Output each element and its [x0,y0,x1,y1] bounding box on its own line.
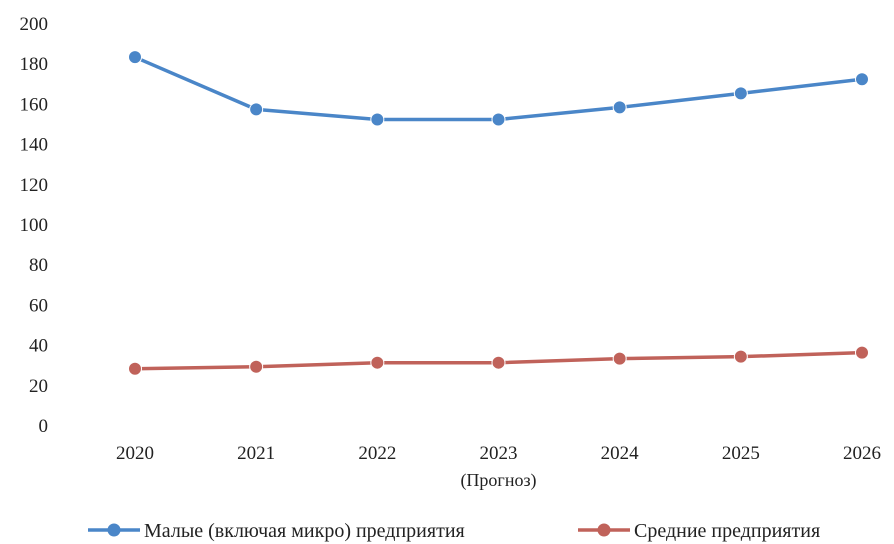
y-tick-label: 0 [39,416,49,437]
y-tick-label: 80 [29,255,48,276]
data-point [370,112,385,127]
x-tick-note: (Прогноз) [460,470,536,491]
y-tick-label: 100 [20,215,49,236]
x-tick-label: 2020 [116,443,154,464]
x-tick-label: 2021 [237,443,275,464]
data-point [612,351,627,366]
x-tick-label: 2023 [480,443,518,464]
x-tick-label: 2026 [843,443,881,464]
legend-marker [597,523,611,537]
data-point [612,100,627,115]
data-point [249,102,264,117]
y-tick-label: 120 [20,175,49,196]
y-tick-label: 20 [29,376,48,397]
data-point [733,86,748,101]
y-tick-label: 160 [20,94,49,115]
data-point [128,50,142,65]
data-point [249,359,264,374]
data-point [491,355,506,370]
data-point [128,361,142,376]
x-tick-label: 2025 [722,443,760,464]
data-point [491,112,506,127]
legend-label: Средние предприятия [634,520,820,542]
legend-marker [107,523,121,537]
y-axis: 0 20 40 60 80 100 120 140 160 180 200 [20,14,49,437]
y-tick-label: 180 [20,54,49,75]
data-point [370,355,385,370]
data-point [855,72,869,87]
data-point [855,345,869,360]
legend: Малые (включая микро) предприятия Средние… [88,520,820,542]
data-point [733,349,748,364]
y-tick-label: 140 [20,135,49,156]
y-tick-label: 60 [29,295,48,316]
series-line-0 [133,55,864,122]
x-tick-label: 2024 [601,443,640,464]
x-axis: 2020 2021 2022 2023 (Прогноз) 2024 2025 2026 [116,443,881,491]
plot-area [128,50,869,376]
legend-label: Малые (включая микро) предприятия [144,520,465,542]
x-tick-label: 2022 [358,443,396,464]
y-tick-label: 200 [20,14,49,35]
y-tick-label: 40 [29,336,48,357]
